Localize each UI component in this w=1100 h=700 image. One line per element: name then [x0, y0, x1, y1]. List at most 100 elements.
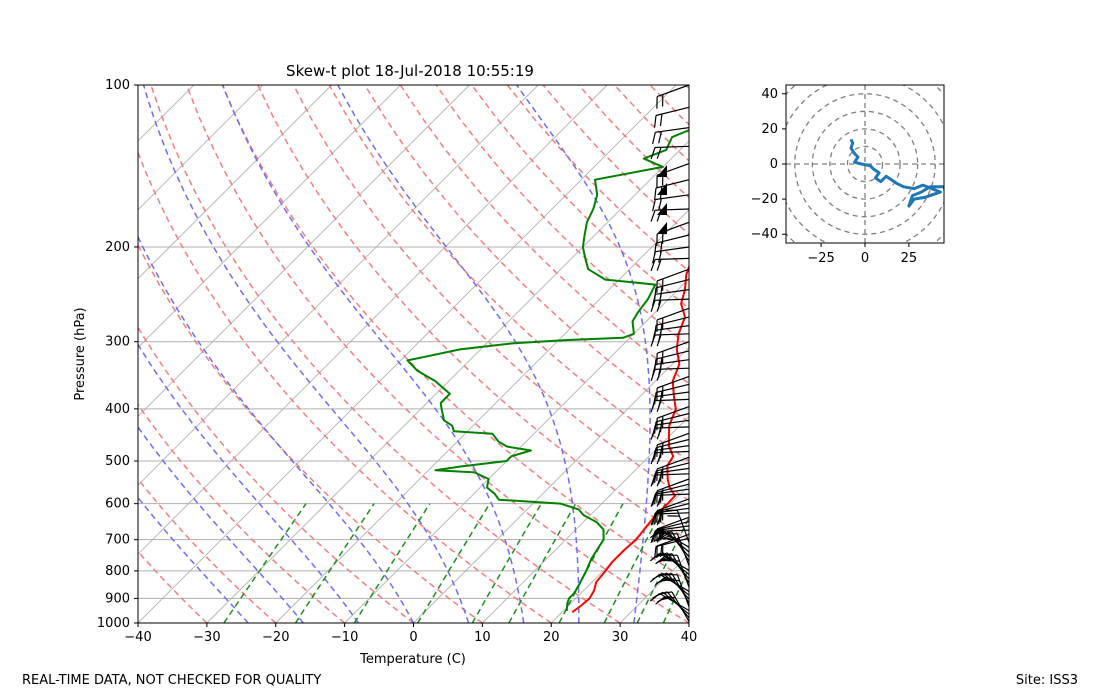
- wind-barb: [665, 533, 690, 567]
- dry-adiabat: [257, 85, 689, 542]
- hodograph-plot: −25 0 25 40 20 0 −20 −40: [751, 84, 945, 266]
- wind-barb: [665, 554, 690, 588]
- hodograph-ring: [811, 110, 919, 218]
- wind-barb: [665, 509, 690, 543]
- mixing-ratio-line: [223, 503, 307, 623]
- y-tick-label: 100: [105, 78, 130, 93]
- dry-adiabat: [138, 326, 414, 623]
- skewt-plot-area: −40 −30 −20 −10 0 10 20 30 401000900800700600500…: [73, 62, 1100, 667]
- isotherm-gridline: [138, 85, 608, 555]
- dry-adiabat: [613, 85, 689, 162]
- moist-adiabat: [138, 235, 415, 623]
- hodograph-y-tick-label: 0: [770, 157, 778, 172]
- moist-adiabat: [138, 343, 360, 623]
- wind-barb: [650, 426, 690, 440]
- moist-adiabat: [516, 85, 651, 623]
- wind-barb: [650, 450, 690, 465]
- moist-adiabat: [337, 85, 580, 623]
- dry-adiabat: [364, 85, 689, 424]
- isotherm-gridline: [138, 85, 470, 418]
- isotherm-gridline: [344, 277, 689, 623]
- x-tick-label: 20: [543, 630, 560, 645]
- isotherm-gridline: [138, 85, 539, 486]
- wind-barb: [652, 127, 690, 145]
- wind-barb: [650, 333, 690, 347]
- wind-barb: [654, 234, 690, 256]
- isotherm-gridline: [482, 415, 689, 623]
- dry-adiabat: [138, 243, 483, 623]
- mixing-ratio-line: [471, 503, 542, 623]
- moist-adiabat: [138, 496, 249, 623]
- hodograph-ring: [794, 93, 936, 235]
- dry-adiabat: [721, 85, 1100, 623]
- y-tick-label: 800: [105, 564, 130, 579]
- mixing-ratio-line: [417, 503, 491, 623]
- wind-barb: [650, 257, 690, 272]
- x-tick-label: 30: [612, 630, 629, 645]
- mixing-ratio-line: [294, 503, 375, 623]
- wind-barb-pennant: [657, 222, 667, 234]
- dry-adiabat: [399, 85, 689, 385]
- y-tick-label: 1000: [97, 616, 130, 631]
- dry-adiabat: [292, 85, 689, 502]
- y-tick-label: 600: [105, 497, 130, 512]
- y-tick-label: 700: [105, 533, 130, 548]
- x-tick-label: 0: [409, 630, 417, 645]
- moist-adiabat: [222, 85, 525, 623]
- moist-adiabat: [138, 425, 304, 623]
- wind-barb: [650, 512, 690, 526]
- chart-title: Skew-t plot 18-Jul-2018 10:55:19: [286, 62, 534, 80]
- wind-barb-pennant: [657, 183, 667, 195]
- quality-disclaimer: REAL-TIME DATA, NOT CHECKED FOR QUALITY: [22, 673, 322, 688]
- wind-barb: [650, 367, 690, 381]
- wind-barb: [656, 268, 690, 293]
- isotherm-gridline: [688, 622, 689, 623]
- wind-barb: [665, 574, 690, 608]
- wind-barbs: [649, 84, 690, 622]
- wind-barb: [656, 84, 690, 109]
- y-tick-label: 200: [105, 240, 130, 255]
- hodograph-trace: [849, 138, 944, 208]
- wind-barb: [655, 530, 690, 558]
- wind-barb: [654, 106, 690, 128]
- x-axis-label: Temperature (C): [359, 652, 466, 667]
- dry-adiabat: [138, 150, 552, 623]
- dry-adiabat: [138, 477, 277, 623]
- dewpoint-profile: [406, 129, 689, 612]
- moist-adiabat: [688, 619, 689, 623]
- x-tick-label: −10: [331, 630, 358, 645]
- dry-adiabat: [221, 85, 689, 583]
- wind-barb: [650, 398, 690, 413]
- dry-adiabat: [185, 85, 689, 623]
- site-label: Site: ISS3: [1015, 673, 1078, 688]
- hodograph-x-tick-label: 0: [861, 251, 869, 266]
- isotherm-gridline: [206, 140, 689, 623]
- hodograph-x-tick-label: 25: [901, 251, 918, 266]
- isotherm-gridline: [138, 85, 195, 142]
- isotherm-gridline: [138, 85, 264, 211]
- dry-adiabat: [685, 85, 689, 90]
- x-tick-label: −40: [124, 630, 151, 645]
- dry-adiabat: [138, 550, 208, 623]
- dry-adiabat: [150, 85, 621, 623]
- wind-barb: [652, 246, 690, 264]
- hodograph-x-tick-label: −25: [807, 251, 834, 266]
- y-tick-label: 400: [105, 402, 130, 417]
- isotherm-gridline: [275, 209, 689, 623]
- wind-barb: [650, 473, 690, 487]
- hodograph-y-tick-label: 20: [761, 122, 778, 137]
- skewt-plot-frame: [137, 84, 690, 624]
- isotherm-gridline: [138, 85, 332, 280]
- x-tick-label: 10: [474, 630, 491, 645]
- wind-barb: [650, 145, 690, 160]
- hodograph-y-tick-label: −40: [751, 227, 778, 242]
- isotherm-gridline: [619, 553, 689, 623]
- mixing-ratio-line: [353, 503, 431, 623]
- mixing-ratio-line: [662, 566, 689, 623]
- y-tick-label: 900: [105, 591, 130, 606]
- dry-adiabat: [649, 85, 689, 126]
- dry-adiabat: [506, 85, 689, 273]
- dry-adiabat: [328, 85, 689, 462]
- dry-adiabat: [138, 403, 346, 623]
